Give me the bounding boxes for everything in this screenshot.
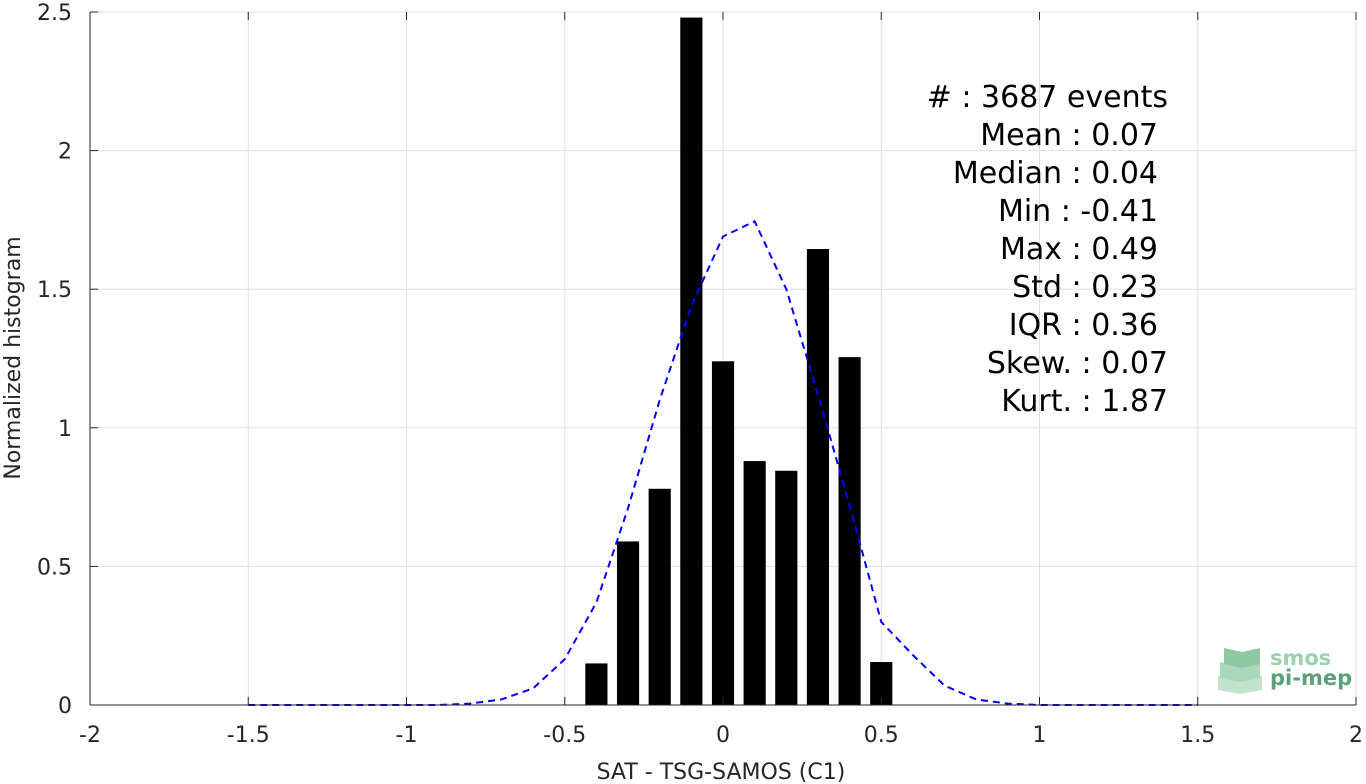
histogram-bar: [806, 249, 830, 706]
stats-median: Median : 0.04: [953, 156, 1158, 191]
bars: [585, 17, 893, 706]
logo-text-smos: smos: [1270, 646, 1331, 670]
y-tick-label: 1.5: [37, 278, 72, 303]
tick-labels: -2 -1.5 -1 -0.5 0 0.5 1 1.5 2 0 0.5 1 1.5 2 2.5: [37, 1, 1363, 748]
y-tick-label: 0.5: [37, 555, 72, 580]
stats-box: # : 3687 events Mean : 0.07 Median : 0.0…: [927, 80, 1168, 419]
histogram-bar: [775, 470, 798, 705]
histogram-bar: [680, 17, 703, 705]
stats-std: Std : 0.23: [1012, 270, 1158, 305]
stats-min: Min : -0.41: [998, 194, 1158, 229]
stats-kurt: Kurt. : 1.87: [1001, 384, 1168, 419]
logo-waves-icon: [1218, 648, 1262, 694]
x-tick-label: -2: [79, 723, 101, 748]
x-tick-label: -1: [396, 723, 418, 748]
y-tick-label: 1: [58, 417, 72, 442]
y-axis-label: Normalized histogram: [1, 236, 26, 479]
y-tick-label: 2: [58, 140, 72, 165]
x-tick-label: -1.5: [227, 723, 270, 748]
x-tick-label: 0.5: [864, 723, 899, 748]
histogram-bar: [616, 541, 640, 705]
stats-iqr: IQR : 0.36: [1009, 308, 1158, 343]
stats-max: Max : 0.49: [1000, 232, 1158, 267]
smos-pi-mep-logo: smos pi-mep: [1218, 646, 1352, 694]
histogram-bar: [711, 361, 735, 705]
histogram-bar: [838, 357, 861, 705]
stats-skew: Skew. : 0.07: [987, 346, 1168, 381]
x-tick-label: 0: [716, 723, 730, 748]
stats-count: # : 3687 events: [927, 80, 1168, 115]
stats-mean: Mean : 0.07: [980, 118, 1158, 153]
x-axis-label: SAT - TSG-SAMOS (C1): [597, 760, 846, 784]
x-tick-label: 2: [1349, 723, 1363, 748]
histogram-bar: [648, 488, 671, 705]
y-tick-label: 2.5: [37, 1, 72, 26]
histogram-bar: [870, 662, 893, 705]
histogram-bar: [585, 663, 608, 705]
x-tick-label: 1: [1033, 723, 1047, 748]
x-tick-label: -0.5: [543, 723, 586, 748]
y-tick-label: 0: [58, 694, 72, 719]
histogram-bar: [743, 461, 766, 705]
x-tick-label: 1.5: [1180, 723, 1215, 748]
axes: [89, 11, 1357, 706]
logo-text-pi-mep: pi-mep: [1270, 666, 1352, 690]
